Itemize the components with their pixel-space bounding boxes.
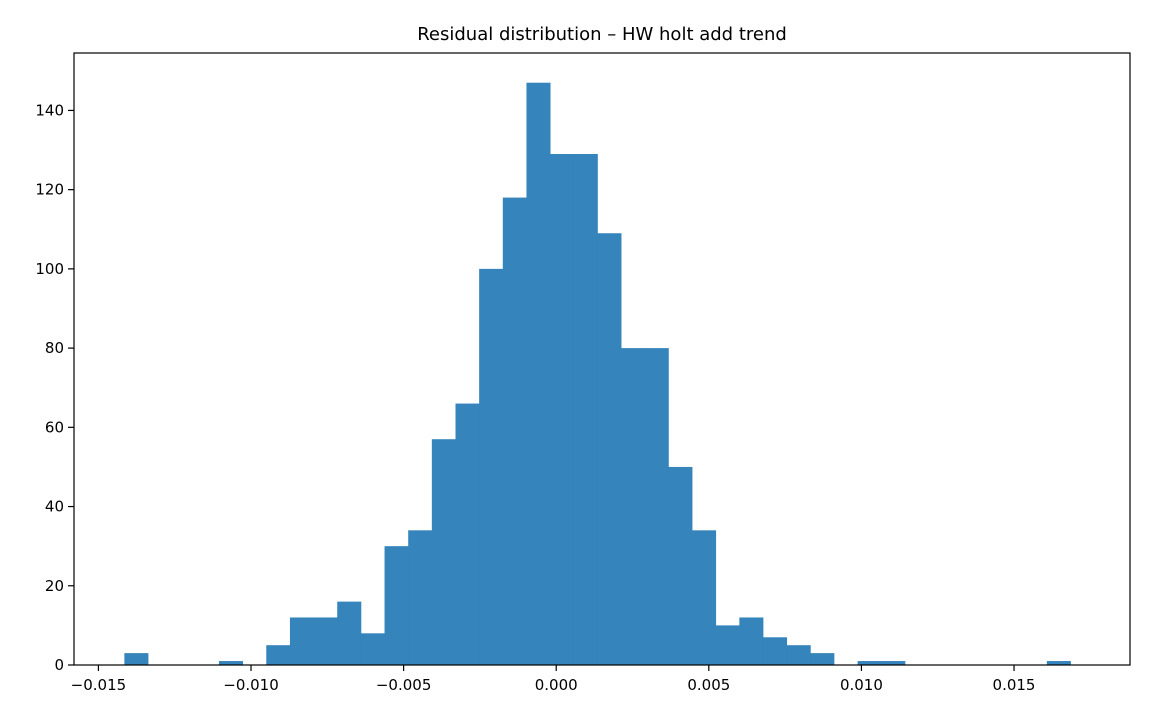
histogram-bar: [313, 617, 338, 665]
y-tick-label: 80: [45, 339, 64, 357]
x-tick-label: −0.015: [71, 676, 127, 694]
histogram-bar: [692, 530, 717, 665]
y-tick-label: 20: [45, 577, 64, 595]
y-tick-label: 0: [54, 656, 64, 674]
x-axis: −0.015 −0.010 −0.005 0.000 0.005 0.010 0.015: [71, 665, 1036, 694]
x-tick-label: 0.010: [840, 676, 883, 694]
x-tick-label: 0.005: [687, 676, 730, 694]
histogram-bar: [810, 653, 835, 665]
histogram-bar: [502, 197, 527, 665]
histogram-bar: [786, 645, 811, 665]
chart-title: Residual distribution – HW holt add tren…: [417, 24, 787, 45]
y-axis: 0 20 40 60 80 100 120 140: [35, 101, 74, 674]
x-tick-label: 0.015: [993, 676, 1036, 694]
y-tick-label: 120: [35, 181, 64, 199]
histogram-bar: [479, 268, 504, 665]
histogram-bar: [668, 466, 693, 665]
y-tick-label: 40: [45, 498, 64, 516]
histogram-bar: [762, 637, 788, 665]
histogram-bar: [124, 653, 149, 665]
histogram-bar: [408, 530, 433, 665]
x-tick-label: −0.005: [376, 676, 432, 694]
histogram-bar: [526, 82, 551, 665]
histogram-bar: [644, 348, 669, 665]
y-tick-label: 100: [35, 260, 64, 278]
histogram-bar: [621, 348, 646, 665]
x-tick-label: −0.010: [223, 676, 279, 694]
histogram-bar: [1046, 661, 1071, 665]
histogram-bar: [550, 154, 575, 665]
histogram-bars: [124, 82, 1071, 665]
histogram-bar: [455, 403, 480, 665]
histogram-bar: [715, 625, 740, 665]
histogram-bar: [337, 601, 362, 665]
histogram-bar: [384, 546, 409, 665]
histogram-bar: [218, 661, 244, 665]
plot-frame: [73, 52, 1131, 666]
histogram-bar: [857, 661, 882, 665]
histogram-bar: [597, 233, 622, 665]
y-tick-label: 60: [45, 418, 64, 436]
histogram-bar: [266, 645, 291, 665]
histogram-bar: [360, 633, 385, 665]
histogram-bar: [739, 617, 764, 665]
histogram-bar: [881, 661, 906, 665]
histogram-bar: [289, 617, 314, 665]
histogram-bar: [431, 439, 456, 665]
x-tick-label: 0.000: [535, 676, 578, 694]
y-tick-label: 140: [35, 101, 64, 119]
histogram-bar: [573, 154, 598, 665]
